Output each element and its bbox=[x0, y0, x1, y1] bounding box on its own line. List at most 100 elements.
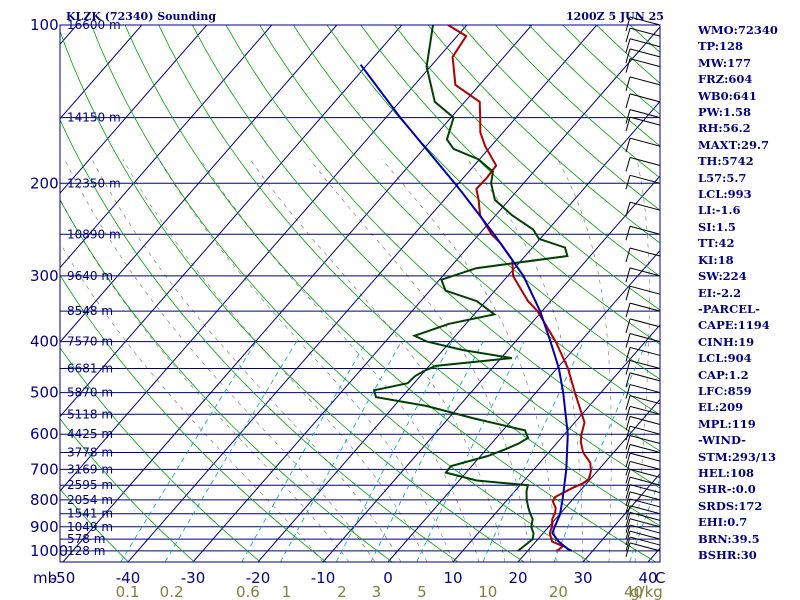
dewpoint-profile bbox=[372, 25, 569, 552]
wind-barb bbox=[625, 405, 661, 421]
dry-adiabat bbox=[225, 25, 660, 452]
index-item: -PARCEL- bbox=[698, 301, 760, 316]
mixing-ratio-tick-label: 5 bbox=[417, 583, 427, 600]
wind-barb bbox=[625, 333, 661, 348]
height-label: 3778 m bbox=[67, 446, 113, 460]
moist-adiabat bbox=[467, 159, 584, 562]
wind-barb bbox=[625, 460, 661, 476]
mixing-ratio-line bbox=[335, 341, 453, 562]
pressure-tick-label: 700 bbox=[30, 460, 59, 478]
temperature-tick-label: 40 bbox=[638, 569, 657, 587]
index-item: BSHR:30 bbox=[698, 548, 757, 562]
wind-barb bbox=[625, 452, 661, 468]
isotherm bbox=[60, 25, 78, 46]
height-label: 4425 m bbox=[67, 427, 113, 441]
mixing-ratio-tick-label: 20 bbox=[549, 583, 568, 600]
dry-adiabat bbox=[192, 25, 660, 489]
height-label: 2595 m bbox=[67, 478, 113, 492]
isotherm bbox=[127, 25, 598, 562]
wind-barb bbox=[625, 285, 661, 301]
temperature-tick-label: -40 bbox=[116, 569, 141, 587]
pressure-tick-label: 1000 bbox=[30, 542, 68, 560]
wind-barb bbox=[625, 491, 661, 507]
index-item: LCL:904 bbox=[698, 351, 752, 366]
wind-barb bbox=[625, 157, 661, 172]
mixing-ratio-tick-label: 0.2 bbox=[160, 583, 184, 600]
wind-barb bbox=[625, 137, 661, 153]
wind-barb bbox=[625, 174, 661, 190]
index-item: LCL:993 bbox=[698, 187, 752, 202]
index-item: LFC:859 bbox=[698, 383, 752, 398]
wind-barb bbox=[625, 76, 661, 92]
pressure-axis-label: mb bbox=[33, 569, 57, 587]
wind-barb bbox=[625, 476, 661, 492]
wind-barb bbox=[625, 247, 661, 263]
index-item: EI:-2.2 bbox=[698, 285, 742, 300]
temperature-tick-label: 30 bbox=[573, 569, 592, 587]
wind-barb bbox=[625, 372, 661, 387]
height-label: 128 m bbox=[67, 544, 105, 558]
moist-adiabat bbox=[249, 159, 506, 562]
index-item: WMO:72340 bbox=[698, 23, 778, 37]
isotherm bbox=[387, 249, 660, 562]
mixing-ratio-line bbox=[553, 341, 648, 562]
temperature-tick-label: -30 bbox=[181, 569, 206, 587]
wind-barb-layer bbox=[625, 16, 661, 557]
wind-barb bbox=[625, 267, 661, 283]
mixing-ratio-tick-label: 0.1 bbox=[116, 583, 140, 600]
grid-layer bbox=[0, 25, 700, 562]
moist-adiabat bbox=[122, 159, 428, 562]
isotherm bbox=[62, 25, 533, 562]
moist-adiabat bbox=[309, 159, 532, 562]
index-item: PW:1.58 bbox=[698, 105, 752, 120]
wind-barb bbox=[625, 536, 661, 552]
wind-barb bbox=[625, 302, 661, 318]
temperature-profile bbox=[447, 25, 592, 552]
index-item: -WIND- bbox=[698, 433, 746, 448]
temperature-tick-label: -20 bbox=[246, 569, 271, 587]
index-item: RH:56.2 bbox=[698, 121, 751, 136]
series-layer bbox=[359, 25, 592, 552]
mixing-ratio-tick-label: 0.6 bbox=[236, 583, 260, 600]
dry-adiabat bbox=[158, 25, 660, 527]
wind-barb bbox=[625, 542, 661, 557]
dry-adiabat bbox=[360, 25, 660, 311]
wind-barb bbox=[625, 498, 661, 514]
wind-barb bbox=[625, 524, 661, 540]
index-item: MW:177 bbox=[698, 55, 752, 70]
moist-adiabat bbox=[60, 242, 324, 562]
pressure-tick-label: 400 bbox=[30, 333, 59, 351]
wind-barb bbox=[625, 318, 661, 333]
station-title: KLZK (72340) Sounding bbox=[66, 10, 216, 23]
mixing-ratio-tick-label: 2 bbox=[337, 583, 347, 600]
isotherm bbox=[0, 25, 12, 562]
temperature-unit-label: C bbox=[655, 569, 665, 587]
index-item: TT:42 bbox=[698, 236, 735, 251]
wind-barb bbox=[625, 425, 661, 441]
moist-adiabat bbox=[661, 159, 700, 562]
wind-barb bbox=[625, 384, 661, 399]
wind-barb bbox=[625, 468, 661, 484]
temperature-tick-label: 20 bbox=[508, 569, 527, 587]
height-label: 10890 m bbox=[67, 227, 121, 241]
dry-adiabat bbox=[259, 25, 660, 416]
wind-barb bbox=[625, 395, 661, 410]
pressure-tick-label: 500 bbox=[30, 384, 59, 402]
index-item: KI:18 bbox=[698, 252, 734, 267]
index-item: LI:-1.6 bbox=[698, 203, 741, 218]
wind-barb bbox=[625, 484, 661, 499]
moist-adiabat bbox=[381, 159, 558, 562]
wind-barb bbox=[625, 518, 661, 533]
wind-barb bbox=[625, 16, 661, 32]
pressure-tick-label: 900 bbox=[30, 518, 59, 536]
isotherm bbox=[192, 26, 660, 562]
index-item: HEL:108 bbox=[698, 465, 754, 480]
isotherm bbox=[60, 25, 468, 492]
isotherm bbox=[60, 25, 143, 120]
height-label: 9640 m bbox=[67, 269, 113, 283]
isotherm bbox=[60, 25, 273, 269]
index-item: STM:293/13 bbox=[698, 449, 777, 464]
wind-barb bbox=[625, 38, 661, 53]
